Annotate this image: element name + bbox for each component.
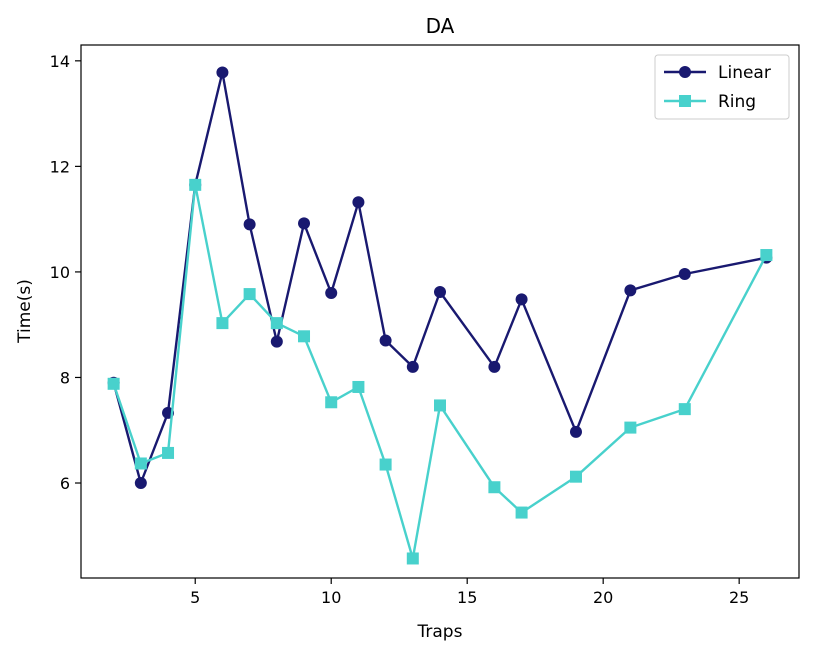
plot-frame bbox=[80, 44, 800, 579]
data-point-ring bbox=[352, 380, 365, 393]
data-point-linear bbox=[325, 287, 338, 300]
data-point-linear bbox=[488, 360, 501, 373]
data-point-ring bbox=[434, 399, 446, 412]
data-point-linear bbox=[270, 335, 283, 348]
legend-marker-square bbox=[679, 95, 691, 107]
data-point-linear bbox=[298, 217, 311, 230]
data-point-linear bbox=[624, 284, 637, 297]
data-point-linear bbox=[434, 285, 446, 298]
data-point-linear bbox=[515, 293, 528, 306]
data-point-linear bbox=[406, 360, 419, 373]
series-layer bbox=[107, 66, 773, 565]
data-point-linear bbox=[352, 196, 365, 209]
data-point-ring bbox=[243, 288, 256, 301]
y-axis: 6 8 10 12 14 bbox=[50, 52, 81, 493]
data-point-ring bbox=[760, 249, 773, 262]
y-tick-label: 10 bbox=[50, 263, 70, 282]
x-axis-label: Traps bbox=[417, 622, 463, 642]
data-point-linear bbox=[678, 268, 691, 281]
x-axis: 5 10 15 20 25 bbox=[190, 578, 749, 607]
data-point-ring bbox=[216, 317, 229, 330]
data-point-ring bbox=[488, 481, 501, 494]
data-point-linear bbox=[379, 334, 392, 347]
x-tick-label: 10 bbox=[321, 588, 341, 607]
y-tick-label: 14 bbox=[50, 52, 70, 71]
y-tick-label: 6 bbox=[60, 474, 70, 493]
legend-label: Linear bbox=[718, 63, 771, 83]
y-tick-label: 12 bbox=[50, 157, 70, 176]
data-point-ring bbox=[107, 377, 120, 390]
chart-title: DA bbox=[426, 14, 455, 38]
legend-marker-circle bbox=[679, 66, 691, 78]
data-point-ring bbox=[162, 446, 175, 459]
legend-item-linear: Linear bbox=[664, 63, 771, 83]
data-point-ring bbox=[624, 421, 637, 434]
x-tick-label: 15 bbox=[457, 588, 477, 607]
legend-label: Ring bbox=[718, 92, 756, 112]
y-axis-label: Time(s) bbox=[15, 279, 35, 344]
y-tick-label: 8 bbox=[60, 368, 70, 387]
data-point-linear bbox=[243, 218, 256, 231]
x-tick-label: 25 bbox=[729, 588, 749, 607]
data-point-ring bbox=[406, 552, 419, 565]
data-point-ring bbox=[325, 396, 338, 409]
data-point-ring bbox=[270, 317, 283, 330]
data-point-ring bbox=[678, 403, 691, 416]
legend-item-ring: Ring bbox=[664, 92, 756, 112]
data-point-linear bbox=[216, 66, 229, 79]
data-point-ring bbox=[515, 506, 528, 519]
legend: Linear Ring bbox=[654, 54, 790, 120]
data-point-linear bbox=[569, 425, 582, 438]
plot-area bbox=[80, 44, 800, 579]
data-point-ring bbox=[569, 470, 582, 483]
data-point-ring bbox=[298, 330, 311, 343]
data-point-linear bbox=[134, 477, 147, 490]
x-tick-label: 5 bbox=[190, 588, 200, 607]
x-tick-label: 20 bbox=[593, 588, 613, 607]
data-point-ring bbox=[134, 457, 147, 470]
series-ring bbox=[107, 178, 773, 565]
data-point-ring bbox=[379, 458, 392, 471]
data-point-ring bbox=[189, 178, 202, 191]
